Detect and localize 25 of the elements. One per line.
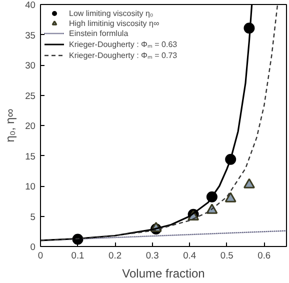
y-tick-label: 0 bbox=[30, 242, 36, 252]
y-tick-label: 20 bbox=[25, 121, 36, 131]
legend-label: Einstein formlula bbox=[69, 28, 128, 38]
y-tick-label: 10 bbox=[25, 182, 36, 192]
legend-label: High limitinig viscosity η∞ bbox=[69, 18, 160, 28]
y-tick-label: 5 bbox=[30, 212, 36, 222]
y-tick-label: 35 bbox=[25, 30, 36, 40]
x-tick-label: 0.1 bbox=[71, 250, 84, 260]
x-tick-label: 0 bbox=[38, 250, 44, 260]
x-tick-label: 0.4 bbox=[183, 250, 196, 260]
legend-label: Low limiting viscosity η₀ bbox=[69, 8, 154, 18]
y-tick-label: 30 bbox=[25, 60, 36, 70]
y-tick-label: 40 bbox=[25, 0, 36, 10]
x-tick-label: 0.6 bbox=[258, 250, 271, 260]
x-axis-title: Volume fraction bbox=[122, 266, 205, 280]
x-tick-label: 0.5 bbox=[220, 250, 234, 260]
legend-label: Krieger-Dougherty : Φₘ = 0.73 bbox=[69, 50, 178, 60]
y-axis-title: η₀, η∞ bbox=[3, 108, 18, 142]
x-tick-label: 0.3 bbox=[146, 250, 159, 260]
y-tick-label: 25 bbox=[25, 90, 36, 101]
x-tick-label: 0.2 bbox=[108, 250, 122, 260]
point bbox=[224, 192, 236, 202]
y-tick-label: 15 bbox=[25, 151, 36, 162]
point bbox=[243, 178, 255, 188]
legend-label: Krieger-Dougherty : Φₘ = 0.63 bbox=[69, 39, 178, 49]
